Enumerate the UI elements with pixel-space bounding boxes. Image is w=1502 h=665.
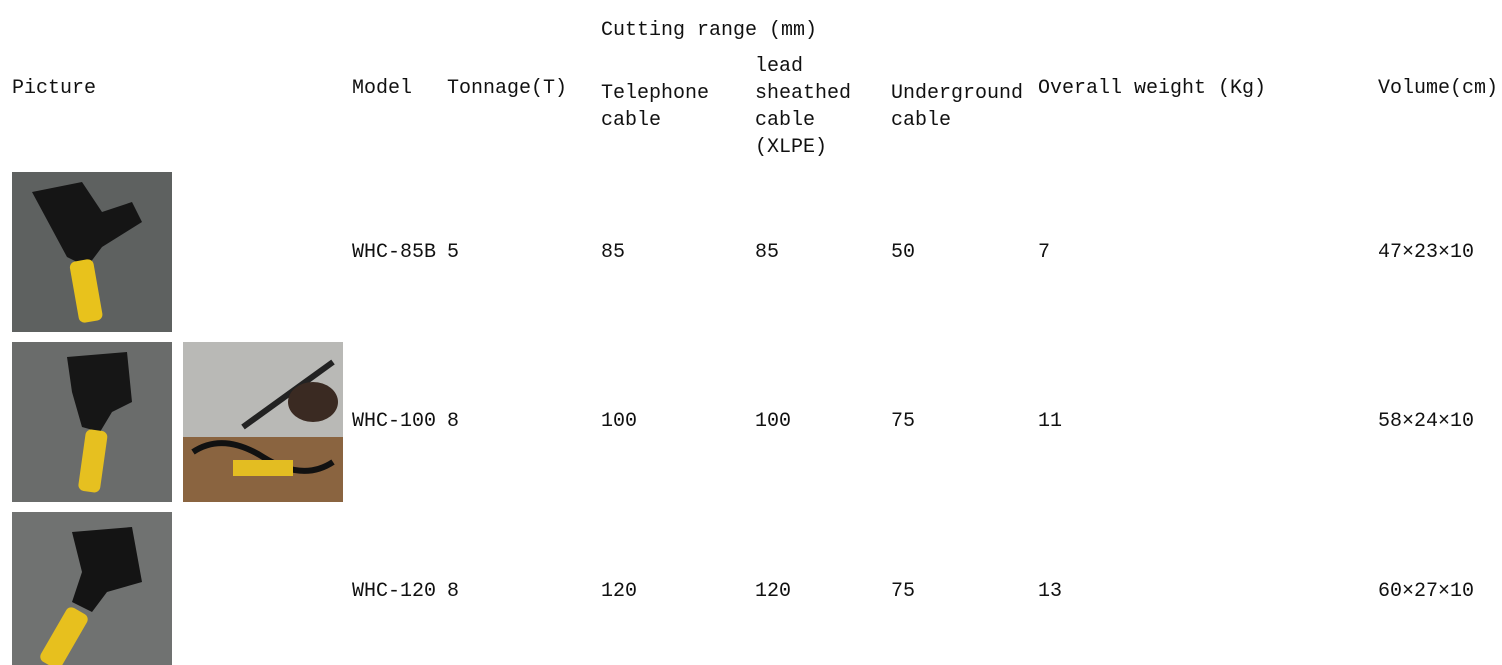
table-cell: 85 xyxy=(601,241,626,264)
product-photo xyxy=(12,512,172,665)
table-cell: 58×24×10 xyxy=(1378,410,1475,433)
table-cell: 100 xyxy=(601,410,638,433)
group-header: Cutting range (mm) xyxy=(601,19,818,42)
column-header: lead sheathed cable (XLPE) xyxy=(755,55,852,159)
table-cell: 8 xyxy=(447,410,460,433)
table-cell: 5 xyxy=(447,241,460,264)
column-header: Underground cable xyxy=(891,82,1024,132)
table-cell: 8 xyxy=(447,580,460,603)
usage-photo xyxy=(183,342,343,502)
table-cell: WHC-120 xyxy=(352,580,437,603)
table-cell: 75 xyxy=(891,410,916,433)
table-cell: 60×27×10 xyxy=(1378,580,1475,603)
table-cell: 7 xyxy=(1038,241,1051,264)
column-header: Overall weight (Kg) xyxy=(1038,77,1267,100)
column-header: Model xyxy=(352,77,413,100)
column-header: Picture xyxy=(12,77,97,100)
table-cell: 120 xyxy=(755,580,792,603)
table-cell: WHC-100 xyxy=(352,410,437,433)
product-photo xyxy=(12,172,172,332)
column-header: Telephone cable xyxy=(601,82,710,132)
table-cell: 13 xyxy=(1038,580,1063,603)
table-cell: 120 xyxy=(601,580,638,603)
column-header: Volume(cm) xyxy=(1378,77,1499,100)
table-cell: 75 xyxy=(891,580,916,603)
table-cell: 50 xyxy=(891,241,916,264)
table-cell: 100 xyxy=(755,410,792,433)
table-cell: 85 xyxy=(755,241,780,264)
table-cell: WHC-85B xyxy=(352,241,437,264)
table-cell: 11 xyxy=(1038,410,1063,433)
column-header: Tonnage(T) xyxy=(447,77,568,100)
product-photo xyxy=(12,342,172,502)
table-cell: 47×23×10 xyxy=(1378,241,1475,264)
